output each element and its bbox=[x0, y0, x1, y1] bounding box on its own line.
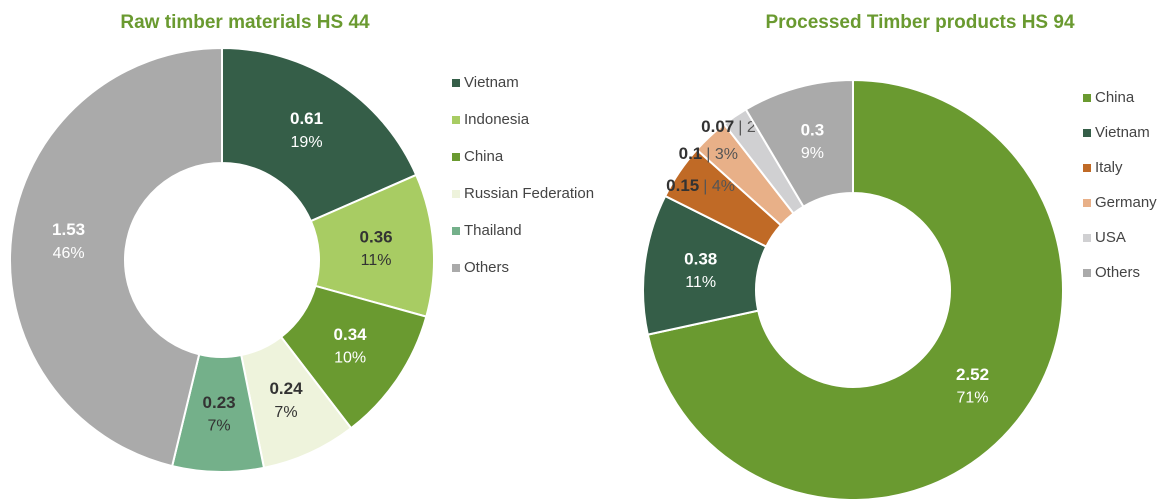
value-label: 0.38 bbox=[684, 249, 717, 268]
legend-swatch bbox=[452, 153, 460, 161]
legend-label: Others bbox=[1095, 264, 1140, 281]
value-label: 0.1 bbox=[679, 144, 703, 163]
legend-swatch bbox=[1083, 199, 1091, 207]
legend-swatch bbox=[1083, 129, 1091, 137]
slice-label: 0.15 | 4% bbox=[666, 176, 735, 195]
legend-label: Italy bbox=[1095, 159, 1123, 176]
slice-label: 0.1 | 3% bbox=[679, 144, 738, 163]
legend-label: Others bbox=[464, 259, 509, 276]
value-label: 0.3 bbox=[801, 120, 825, 139]
percent-label: 11% bbox=[685, 274, 716, 291]
percent-label: | 4% bbox=[703, 178, 735, 195]
value-label: 0.24 bbox=[269, 379, 303, 398]
chart-title: Processed Timber products HS 94 bbox=[765, 12, 1074, 33]
slice bbox=[646, 78, 1064, 499]
percent-label: 7% bbox=[208, 418, 231, 435]
percent-label: 10% bbox=[334, 350, 366, 367]
value-label: 0.07 bbox=[701, 117, 734, 136]
legend-label: Vietnam bbox=[1095, 124, 1150, 141]
percent-label: | 3% bbox=[706, 146, 738, 163]
slice bbox=[221, 46, 418, 223]
slice bbox=[744, 78, 854, 208]
value-label: 0.15 bbox=[666, 176, 699, 195]
value-label: 1.53 bbox=[52, 220, 85, 239]
legend-label: Indonesia bbox=[464, 111, 530, 128]
percent-label: 19% bbox=[291, 134, 323, 151]
value-label: 0.34 bbox=[334, 325, 368, 344]
percent-label: 11% bbox=[361, 252, 392, 269]
legend-label: Germany bbox=[1095, 194, 1157, 211]
legend-label: USA bbox=[1095, 229, 1126, 246]
legend-swatch bbox=[452, 264, 460, 272]
slice bbox=[9, 46, 223, 468]
percent-label: 71% bbox=[957, 390, 989, 407]
legend-swatch bbox=[452, 116, 460, 124]
legend-label: China bbox=[464, 148, 504, 165]
legend-swatch bbox=[452, 227, 460, 235]
legend-swatch bbox=[452, 190, 460, 198]
legend-label: China bbox=[1095, 89, 1135, 106]
legend-swatch bbox=[1083, 94, 1091, 102]
legend-swatch bbox=[1083, 164, 1091, 172]
legend-label: Russian Federation bbox=[464, 185, 594, 202]
value-label: 2.52 bbox=[956, 365, 989, 384]
percent-label: 46% bbox=[53, 245, 85, 262]
percent-label: 7% bbox=[274, 404, 297, 421]
legend-label: Vietnam bbox=[464, 74, 519, 91]
legend-label: Thailand bbox=[464, 222, 522, 239]
value-label: 0.23 bbox=[203, 393, 236, 412]
legend-swatch bbox=[1083, 269, 1091, 277]
chart-title: Raw timber materials HS 44 bbox=[120, 12, 370, 33]
value-label: 0.36 bbox=[360, 227, 393, 246]
value-label: 0.61 bbox=[290, 109, 323, 128]
legend-swatch bbox=[452, 79, 460, 87]
legend-swatch bbox=[1083, 234, 1091, 242]
percent-label: 9% bbox=[801, 145, 824, 162]
